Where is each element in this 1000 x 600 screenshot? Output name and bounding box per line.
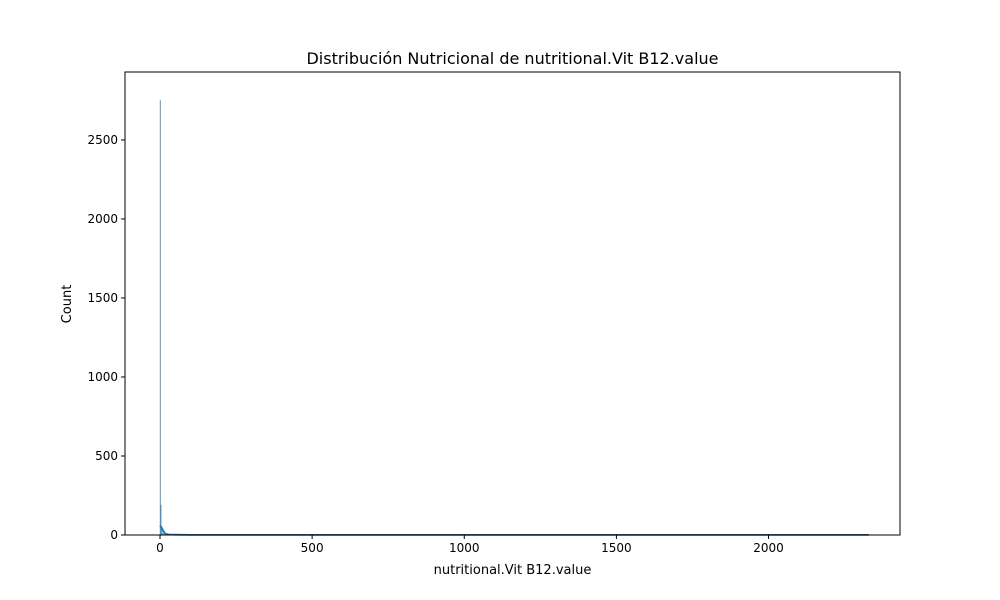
y-tick-label: 500 [95, 449, 118, 463]
y-tick-label: 2500 [87, 133, 118, 147]
y-tick-label: 2000 [87, 212, 118, 226]
y-tick-label: 1000 [87, 370, 118, 384]
kde-curve [159, 524, 869, 536]
x-tick-label: 0 [156, 541, 164, 555]
y-axis: 0 500 1000 1500 2000 2500 [87, 133, 125, 542]
x-axis-label: nutritional.Vit B12.value [434, 563, 592, 578]
y-tick-label: 1500 [87, 291, 118, 305]
x-tick-label: 1500 [601, 541, 632, 555]
y-axis-label: Count [60, 285, 75, 324]
y-tick-label: 0 [110, 528, 118, 542]
x-tick-label: 1000 [449, 541, 480, 555]
chart-title: Distribución Nutricional de nutritional.… [306, 49, 718, 68]
plot-marks [159, 100, 869, 536]
x-tick-label: 2000 [753, 541, 784, 555]
plot-frame [124, 71, 901, 536]
x-axis: 0 500 1000 1500 2000 [156, 535, 784, 555]
histogram-bar-0 [159, 100, 161, 536]
x-tick-label: 500 [301, 541, 324, 555]
